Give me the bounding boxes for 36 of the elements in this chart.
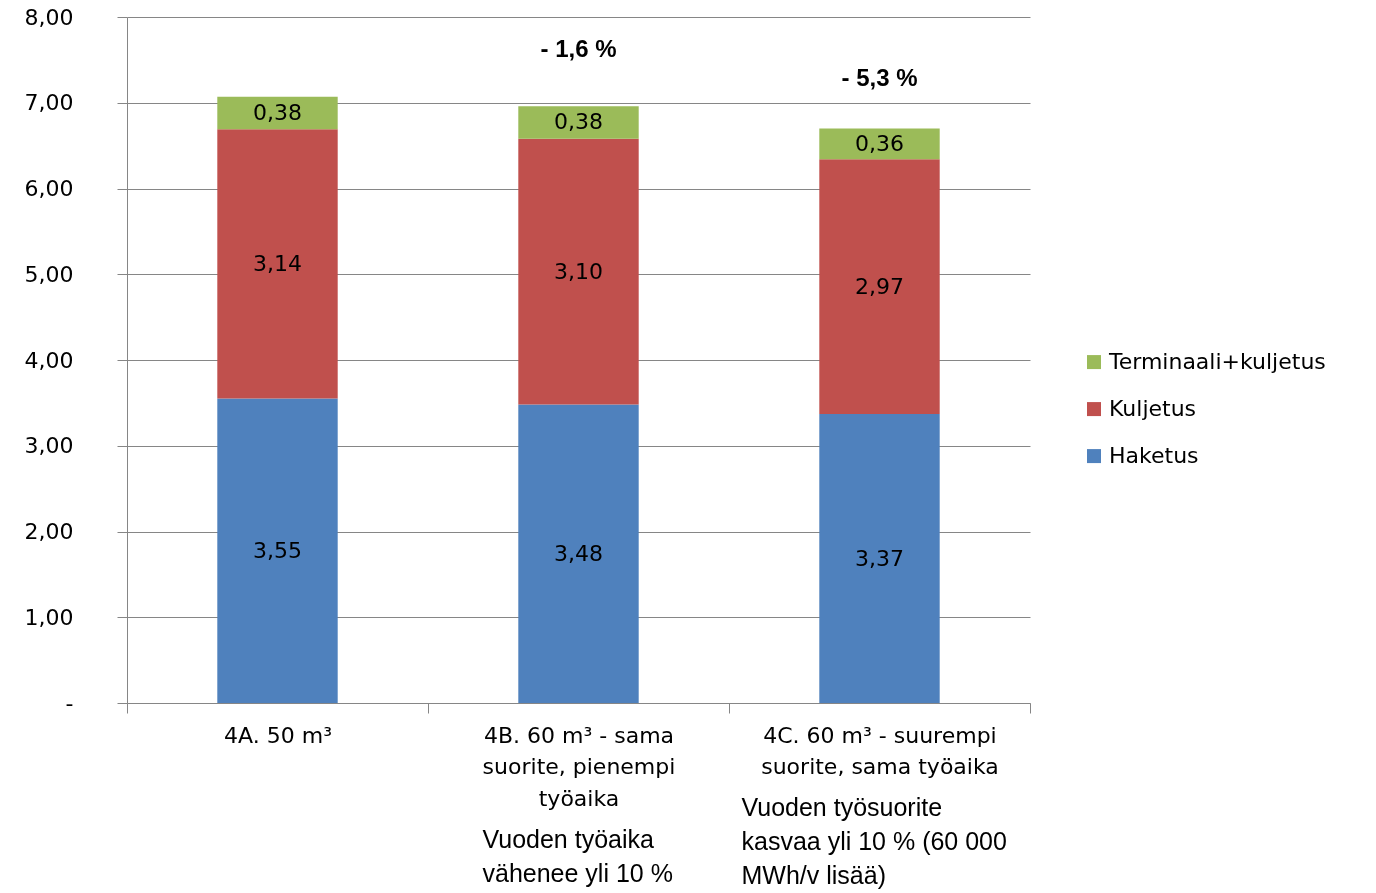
data-label: 0,38: [554, 109, 603, 135]
bar: [217, 398, 338, 703]
legend-label: Haketus: [1109, 443, 1199, 469]
y-tick-label: 6,00: [24, 176, 74, 201]
legend-label: Terminaali+kuljetus: [1108, 349, 1326, 375]
y-tick-label: 3,00: [24, 433, 74, 459]
annotation: - 1,6 %: [540, 35, 617, 62]
data-label: 3,48: [554, 540, 603, 566]
x-tick-label: 4C. 60 m³ - suurempi suorite, sama työaika: [761, 722, 999, 779]
data-label: 2,97: [855, 273, 904, 299]
data-label: 0,38: [253, 100, 302, 126]
data-label: 3,37: [855, 545, 904, 571]
bar: [819, 159, 940, 415]
y-tick-label: 4,00: [24, 347, 74, 373]
y-tick-label: -: [65, 690, 74, 716]
y-tick-label: 1,00: [24, 604, 74, 630]
text: Vuoden työsuorite kasvaa yli 10 % (60 000 MWh/v lisää): [741, 793, 1007, 889]
bar: [518, 404, 639, 703]
bar: [518, 106, 639, 139]
legend-label: Kuljetus: [1109, 396, 1197, 422]
x-tick-label: 4A. 50 m³: [224, 722, 332, 748]
data-label: 3,14: [253, 250, 302, 276]
annotation: - 5,3 %: [841, 64, 918, 91]
text: Vuoden työaika vähenee yli 10 %: [482, 824, 673, 887]
y-tick-label: 5,00: [24, 261, 74, 287]
bar: [819, 414, 940, 703]
y-tick-label: 2,00: [24, 519, 74, 544]
x-tick-label: 4B. 60 m³ - sama suorite, pienempi työaika: [482, 722, 676, 811]
data-label: 0,36: [855, 130, 904, 156]
data-label: 3,55: [253, 537, 302, 563]
y-tick-label: 8,00: [24, 4, 74, 30]
bar: [518, 138, 639, 405]
bar: [217, 129, 338, 399]
bar: [819, 128, 940, 160]
y-tick-label: 7,00: [24, 90, 74, 116]
data-label: 3,10: [554, 258, 603, 284]
